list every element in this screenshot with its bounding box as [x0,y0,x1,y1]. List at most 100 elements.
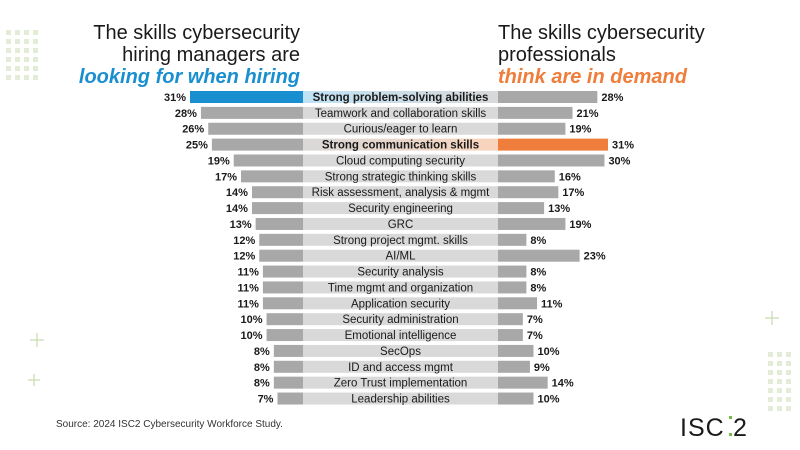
right-bar [498,344,534,357]
category-label: Strong project mgmt. skills [333,235,468,247]
right-bar [498,392,534,405]
left-bar [190,91,303,103]
left-bar [273,344,303,357]
svg-text:ISC: ISC [680,414,725,440]
category-label-bg [303,281,498,294]
right-value-label: 8% [530,267,546,279]
category-label: Teamwork and collaboration skills [315,108,487,120]
right-value-label: 7% [527,330,543,342]
category-label-bg [303,186,498,199]
svg-text:2: 2 [733,414,747,440]
right-bar [498,217,566,230]
category-label: Security analysis [357,267,444,279]
right-bar [498,170,555,183]
left-bar [273,360,303,373]
category-label: Strong communication skills [322,140,479,152]
right-value-label: 23% [584,251,606,263]
category-label-bg [303,265,498,278]
category-label: Emotional intelligence [345,330,457,342]
right-bar [498,297,538,310]
right-value-label: 21% [577,108,599,120]
category-label-bg [303,329,498,342]
category-label-bg [303,154,498,167]
right-value-label: 10% [537,346,559,358]
right-value-label: 7% [527,314,543,326]
left-bar [262,265,303,278]
left-bar [241,170,303,183]
category-label-bg [303,233,498,246]
right-bar [498,122,566,135]
right-value-label: 30% [608,155,630,167]
category-label: Cloud computing security [336,155,465,167]
left-value-label: 14% [226,203,248,215]
category-label: Risk assessment, analysis & mgmt [312,187,490,199]
right-header-line1: The skills cybersecurity [498,22,705,44]
left-bar [255,217,303,230]
left-bar [251,202,303,215]
category-label: Time mgmt and organization [328,282,473,294]
category-label-bg [303,297,498,310]
category-label: GRC [388,219,414,231]
left-value-label: 17% [215,171,237,183]
category-label-bg [303,344,498,357]
left-bar [273,376,303,389]
category-label: Security administration [342,314,458,326]
right-value-label: 11% [541,298,563,310]
right-bar [498,233,527,246]
category-label: ID and access mgmt [348,362,454,374]
left-bar [233,154,303,167]
left-bar [266,329,303,342]
category-label-bg [303,392,498,405]
left-value-label: 19% [208,155,230,167]
right-bar [498,186,559,199]
left-value-label: 7% [258,394,274,406]
right-value-label: 19% [569,219,591,231]
category-label: Security engineering [348,203,453,215]
left-value-label: 12% [233,251,255,263]
left-bar [259,249,303,262]
right-header: The skills cybersecurity professionals t… [498,22,778,88]
left-value-label: 8% [254,378,270,390]
category-label-bg [303,91,498,103]
right-bar [498,360,530,373]
left-header-line1: The skills cybersecurity [93,22,300,44]
right-bar [498,249,580,262]
category-label-bg [303,217,498,230]
category-label: Strong problem-solving abilities [313,92,489,104]
category-label-bg [303,106,498,119]
right-value-label: 14% [552,378,574,390]
left-value-label: 8% [254,362,270,374]
category-label-bg [303,376,498,389]
right-header-highlight: think are in demand [498,66,687,88]
left-value-label: 26% [182,124,204,136]
left-bar [262,281,303,294]
left-bar [277,392,303,405]
left-bar [200,106,303,119]
left-value-label: 14% [226,187,248,199]
right-value-label: 9% [534,362,550,374]
category-label: Strong strategic thinking skills [325,171,477,183]
left-bar [262,297,303,310]
left-bar [259,233,303,246]
category-label: Application security [351,298,450,310]
left-header: The skills cybersecurity hiring managers… [40,22,300,88]
category-label: Leadership abilities [351,394,450,406]
left-value-label: 13% [230,219,252,231]
category-label-bg [303,313,498,326]
left-header-highlight: looking for when hiring [78,66,300,88]
right-bar [498,313,523,326]
right-header-line2: professionals [498,44,616,66]
right-bar [498,376,548,389]
left-bar [208,122,303,135]
right-value-label: 16% [559,171,581,183]
right-bar [498,91,598,103]
category-label: AI/ML [385,251,416,263]
left-value-label: 8% [254,346,270,358]
right-value-label: 8% [530,235,546,247]
right-value-label: 28% [601,92,623,104]
right-value-label: 31% [612,140,634,152]
right-value-label: 19% [569,124,591,136]
category-label-bg [303,170,498,183]
right-value-label: 10% [537,394,559,406]
